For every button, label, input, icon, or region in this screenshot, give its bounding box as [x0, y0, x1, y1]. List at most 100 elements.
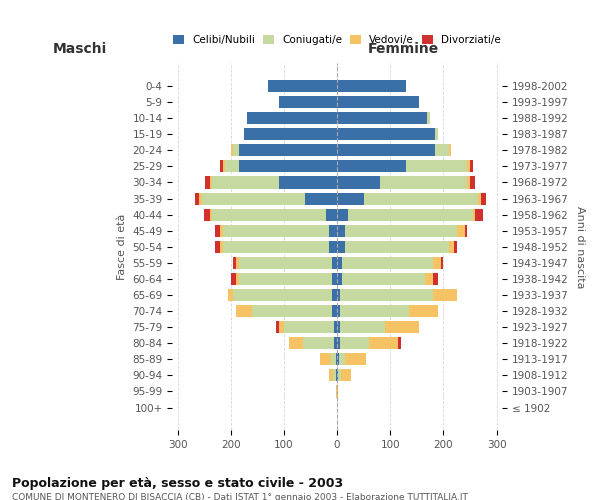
Bar [337, 96, 419, 108]
Bar [441, 257, 443, 269]
Bar [337, 305, 340, 317]
Bar [337, 176, 380, 188]
Bar [276, 321, 278, 333]
Bar [337, 354, 338, 366]
Bar [398, 337, 401, 349]
Bar [252, 305, 332, 317]
Bar [338, 370, 341, 382]
Bar [202, 192, 305, 204]
Bar [332, 289, 337, 301]
Bar [464, 224, 467, 236]
Bar [236, 305, 252, 317]
Bar [220, 241, 223, 253]
Bar [337, 289, 340, 301]
Bar [337, 321, 340, 333]
Bar [212, 176, 278, 188]
Bar [433, 273, 438, 285]
Bar [427, 112, 430, 124]
Bar [320, 354, 331, 366]
Bar [475, 208, 483, 220]
Bar [380, 176, 467, 188]
Bar [343, 257, 433, 269]
Bar [231, 273, 236, 285]
Bar [436, 144, 449, 156]
Bar [345, 241, 449, 253]
Bar [332, 273, 337, 285]
Bar [204, 208, 209, 220]
Bar [233, 289, 332, 301]
Text: Femmine: Femmine [367, 42, 439, 56]
Bar [244, 128, 337, 140]
Bar [337, 224, 345, 236]
Bar [284, 321, 334, 333]
Bar [226, 160, 239, 172]
Bar [337, 144, 436, 156]
Bar [340, 305, 409, 317]
Bar [220, 160, 223, 172]
Bar [337, 370, 338, 382]
Bar [233, 144, 239, 156]
Bar [233, 257, 236, 269]
Bar [345, 224, 457, 236]
Bar [334, 337, 337, 349]
Bar [289, 337, 302, 349]
Bar [199, 192, 202, 204]
Bar [215, 241, 220, 253]
Bar [278, 96, 337, 108]
Bar [481, 192, 486, 204]
Bar [338, 354, 345, 366]
Text: Popolazione per età, sesso e stato civile - 2003: Popolazione per età, sesso e stato civil… [12, 478, 343, 490]
Bar [331, 354, 336, 366]
Bar [336, 370, 337, 382]
Bar [194, 192, 199, 204]
Bar [364, 192, 478, 204]
Bar [239, 160, 337, 172]
Bar [336, 354, 337, 366]
Bar [454, 241, 457, 253]
Bar [340, 337, 369, 349]
Bar [223, 241, 329, 253]
Bar [212, 208, 326, 220]
Y-axis label: Fasce di età: Fasce di età [117, 214, 127, 280]
Bar [341, 370, 352, 382]
Bar [337, 273, 343, 285]
Bar [236, 273, 239, 285]
Bar [467, 176, 470, 188]
Bar [337, 257, 343, 269]
Bar [223, 224, 329, 236]
Bar [470, 176, 475, 188]
Bar [337, 337, 340, 349]
Bar [239, 273, 332, 285]
Bar [215, 224, 220, 236]
Bar [247, 112, 337, 124]
Bar [470, 160, 473, 172]
Bar [436, 128, 438, 140]
Legend: Celibi/Nubili, Coniugati/e, Vedovi/e, Divorziati/e: Celibi/Nubili, Coniugati/e, Vedovi/e, Di… [170, 32, 504, 48]
Bar [278, 176, 337, 188]
Bar [239, 257, 332, 269]
Bar [334, 321, 337, 333]
Bar [278, 321, 284, 333]
Bar [337, 241, 345, 253]
Bar [369, 337, 398, 349]
Bar [332, 305, 337, 317]
Bar [305, 192, 337, 204]
Bar [337, 192, 364, 204]
Bar [409, 305, 438, 317]
Bar [385, 321, 419, 333]
Y-axis label: Anni di nascita: Anni di nascita [575, 206, 585, 288]
Bar [433, 257, 441, 269]
Bar [336, 386, 337, 398]
Bar [236, 257, 239, 269]
Bar [302, 337, 334, 349]
Bar [343, 273, 425, 285]
Bar [337, 80, 406, 92]
Bar [239, 144, 337, 156]
Bar [220, 224, 223, 236]
Bar [433, 289, 457, 301]
Bar [326, 208, 337, 220]
Bar [228, 289, 233, 301]
Bar [449, 241, 454, 253]
Bar [337, 208, 348, 220]
Text: COMUNE DI MONTENERO DI BISACCIA (CB) - Dati ISTAT 1° gennaio 2003 - Elaborazione: COMUNE DI MONTENERO DI BISACCIA (CB) - D… [12, 492, 468, 500]
